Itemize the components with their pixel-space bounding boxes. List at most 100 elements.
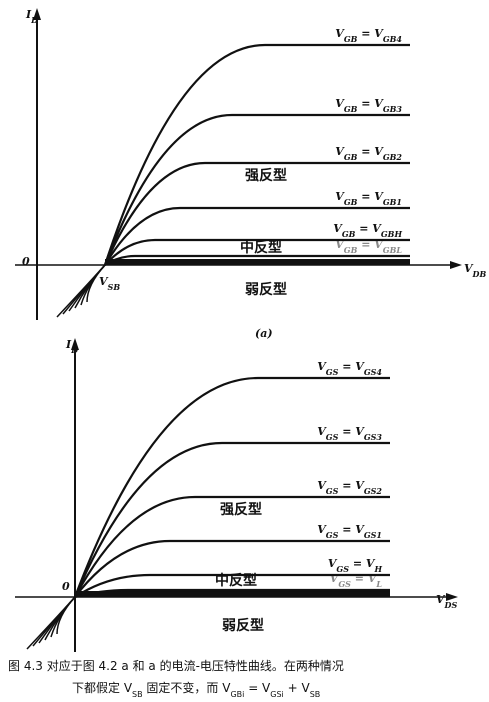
x-axis-label: VDB bbox=[464, 262, 486, 279]
subscript: GS1 bbox=[364, 530, 382, 540]
subscript: GBi bbox=[230, 690, 244, 699]
curve-tail bbox=[56, 596, 76, 635]
subscript: H bbox=[373, 564, 382, 574]
subscript: GB4 bbox=[383, 34, 403, 44]
x-axis-label: VDS bbox=[436, 593, 457, 610]
curve-label: VGB = VGBL bbox=[335, 238, 402, 255]
subscript: GB bbox=[344, 104, 358, 114]
y-axis-label: ID bbox=[65, 338, 78, 355]
subscript: GS bbox=[326, 486, 339, 496]
origin-label: 0 bbox=[62, 580, 70, 593]
text-part: = V bbox=[338, 360, 365, 373]
text-part: V bbox=[317, 425, 327, 438]
text-part: = V bbox=[357, 27, 384, 40]
subscript: GS bbox=[326, 530, 339, 540]
subscript: GB bbox=[342, 229, 356, 239]
text-part: V bbox=[333, 222, 343, 235]
curve bbox=[74, 495, 390, 598]
text-part: = V bbox=[338, 479, 365, 492]
text-part: = V bbox=[244, 681, 271, 695]
x-arrow bbox=[450, 261, 462, 269]
region-label: 强反型 bbox=[220, 501, 262, 518]
curve bbox=[73, 441, 390, 598]
y-arrow bbox=[71, 338, 79, 350]
subscript: GS bbox=[326, 432, 339, 442]
text-part: = V bbox=[338, 523, 365, 536]
region-label: 弱反型 bbox=[245, 281, 287, 298]
subscript: GBL bbox=[383, 245, 403, 255]
text-part: V bbox=[335, 238, 345, 251]
subscript: GB bbox=[344, 197, 358, 207]
curve-label: VGB = VGBH bbox=[333, 222, 402, 239]
curve bbox=[73, 376, 390, 598]
subscript: GS2 bbox=[364, 486, 383, 496]
text-part: V bbox=[436, 593, 446, 606]
curve-label: VGS = VL bbox=[330, 572, 383, 589]
curve-label: VGB = VGB4 bbox=[335, 27, 402, 44]
subscript: SB bbox=[132, 690, 143, 699]
weak-band bbox=[105, 259, 410, 265]
curve bbox=[104, 254, 410, 266]
text-part: V bbox=[335, 97, 345, 110]
weak-band bbox=[75, 591, 390, 597]
subscript: GB1 bbox=[383, 197, 402, 207]
text-part: = V bbox=[357, 190, 384, 203]
caption-line: 下都假定 VSB 固定不变，而 VGBi = VGSi + VSB bbox=[72, 680, 320, 699]
text-part: V bbox=[330, 572, 340, 585]
subscript: GB bbox=[344, 245, 358, 255]
text-part: V bbox=[317, 479, 327, 492]
curve bbox=[104, 206, 410, 266]
curve bbox=[103, 161, 410, 266]
subscript: GB bbox=[344, 152, 358, 162]
text-part: V bbox=[335, 190, 345, 203]
subscript: GBH bbox=[381, 229, 403, 239]
subscript: GB2 bbox=[383, 152, 403, 162]
text-part: V bbox=[335, 27, 345, 40]
subscript: DS bbox=[444, 600, 458, 610]
curve-label: VGB = VGB1 bbox=[335, 190, 402, 207]
subscript: GS3 bbox=[364, 432, 383, 442]
subscript: GS4 bbox=[364, 367, 383, 377]
text-part: 固定不变，而 V bbox=[143, 680, 232, 695]
caption-line: 图 4.3 对应于图 4.2 a 和 a 的电流-电压特性曲线。在两种情况 bbox=[8, 658, 344, 673]
curve-label: VGS = VH bbox=[328, 557, 383, 574]
subscript: L bbox=[375, 579, 382, 589]
y-arrow bbox=[33, 8, 41, 20]
region-label: 中反型 bbox=[240, 239, 282, 256]
y-axis-label: ID bbox=[25, 8, 38, 25]
subscript: GB3 bbox=[383, 104, 403, 114]
subscript: GSi bbox=[270, 690, 284, 699]
subscript: GB bbox=[344, 34, 358, 44]
text-part: = V bbox=[338, 425, 365, 438]
curve-label: VGB = VGB2 bbox=[335, 145, 402, 162]
text-part: V bbox=[99, 275, 109, 288]
curve bbox=[103, 113, 410, 266]
panel-caption: (a) bbox=[255, 327, 273, 340]
subscript: GS bbox=[338, 579, 351, 589]
curve-tail bbox=[86, 264, 106, 303]
x-arrow bbox=[446, 593, 458, 601]
subscript: SB bbox=[108, 282, 121, 292]
text-part: 下都假定 V bbox=[72, 680, 133, 695]
text-part: V bbox=[317, 523, 327, 536]
origin-label: 0 bbox=[22, 255, 30, 268]
subscript: DB bbox=[472, 269, 487, 279]
curve bbox=[74, 573, 390, 598]
text-part: + V bbox=[284, 681, 311, 695]
subscript: GS bbox=[326, 367, 339, 377]
source-label: VSB bbox=[99, 275, 120, 292]
text-part: = V bbox=[355, 222, 382, 235]
curve bbox=[74, 539, 390, 598]
subscript: D bbox=[70, 345, 78, 355]
subscript: SB bbox=[310, 690, 321, 699]
region-label: 弱反型 bbox=[222, 617, 264, 634]
curve bbox=[74, 588, 390, 599]
text-part: = V bbox=[357, 238, 384, 251]
text-part: = V bbox=[351, 572, 378, 585]
text-part: = V bbox=[357, 145, 384, 158]
text-part: = V bbox=[349, 557, 376, 570]
text-part: V bbox=[317, 360, 327, 373]
curve-label: VGS = VGS1 bbox=[317, 523, 382, 540]
region-label: 强反型 bbox=[245, 167, 287, 184]
